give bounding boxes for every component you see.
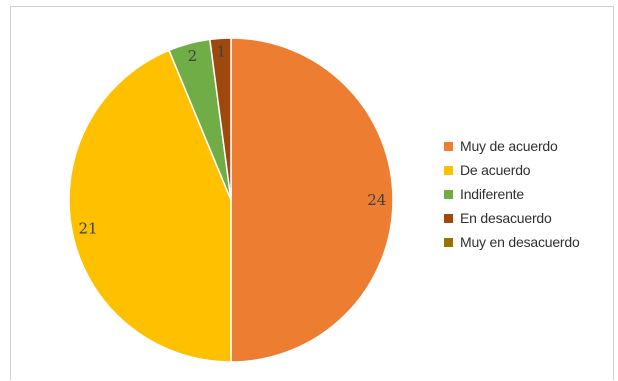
data-label-muy-de-acuerdo: 24 [367, 191, 386, 209]
legend-swatch-muy-en-desacuerdo [444, 237, 453, 247]
legend: Muy de acuerdo De acuerdo Indiferente En… [444, 134, 616, 254]
data-label-en-desacuerdo: 1 [217, 42, 227, 60]
legend-item-muy-en-desacuerdo: Muy en desacuerdo [444, 230, 616, 254]
legend-swatch-en-desacuerdo [444, 213, 453, 223]
pie-slice-en-desacuerdo [209, 37, 232, 201]
pie-slice-muy-de-acuerdo [230, 37, 394, 363]
pie-slice-de-acuerdo [68, 49, 232, 363]
data-label-de-acuerdo: 21 [78, 219, 97, 237]
data-label-indiferente: 2 [188, 47, 198, 65]
pie-slices [68, 37, 394, 363]
legend-item-muy-de-acuerdo: Muy de acuerdo [444, 134, 616, 158]
legend-swatch-muy-de-acuerdo [444, 141, 453, 151]
legend-item-indiferente: Indiferente [444, 182, 616, 206]
chart-frame [10, 6, 614, 380]
legend-label-muy-de-acuerdo: Muy de acuerdo [460, 138, 558, 154]
legend-label-de-acuerdo: De acuerdo [460, 162, 531, 178]
legend-label-indiferente: Indiferente [460, 186, 524, 202]
legend-item-de-acuerdo: De acuerdo [444, 158, 616, 182]
legend-item-en-desacuerdo: En desacuerdo [444, 206, 616, 230]
legend-swatch-indiferente [444, 189, 453, 199]
legend-swatch-de-acuerdo [444, 165, 453, 175]
legend-label-muy-en-desacuerdo: Muy en desacuerdo [460, 234, 580, 250]
legend-label-en-desacuerdo: En desacuerdo [460, 210, 552, 226]
